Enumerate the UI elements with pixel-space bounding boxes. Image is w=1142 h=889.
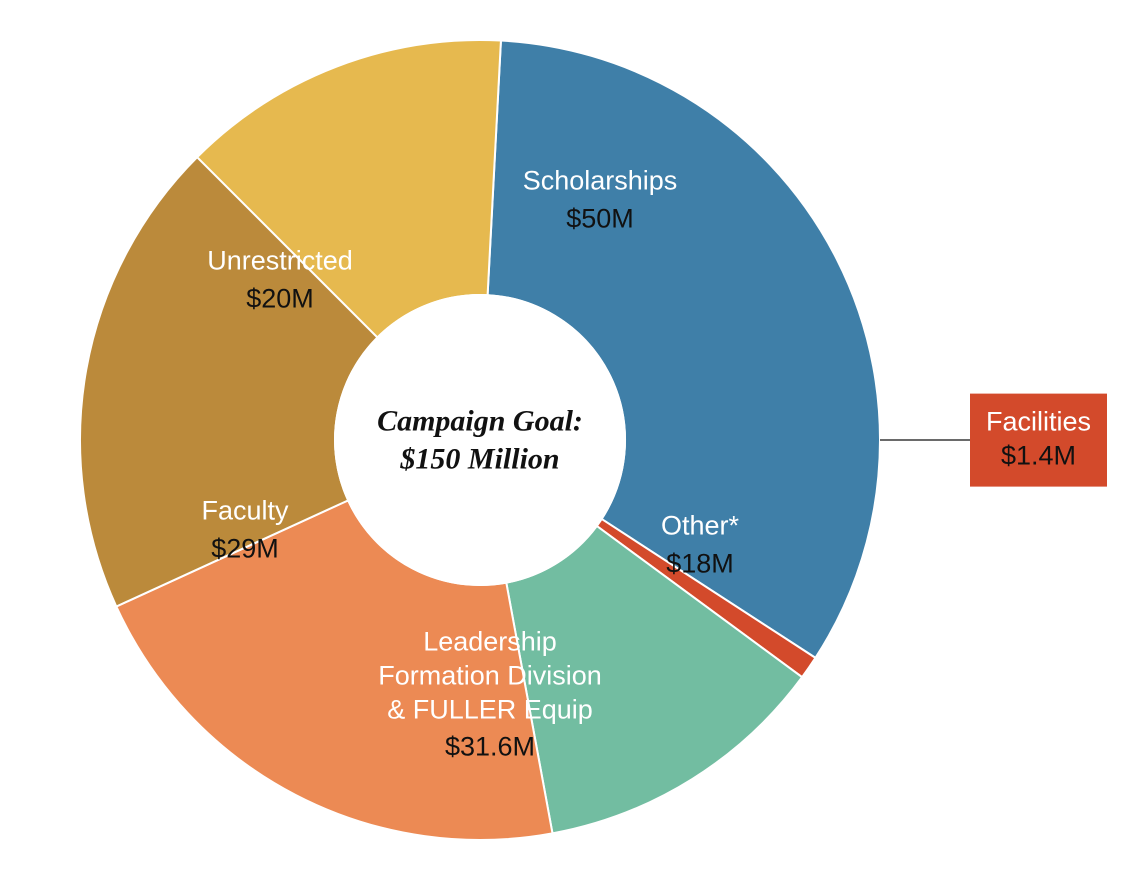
slice-name-leadership: Leadership Formation Division & FULLER E…: [378, 626, 602, 727]
slice-label-faculty: Faculty $29M: [201, 494, 288, 566]
slice-value-other: $18M: [661, 547, 739, 581]
donut-chart: Campaign Goal: $150 Million Scholarships…: [0, 0, 1142, 889]
slice-value-unrestricted: $20M: [207, 282, 353, 316]
slice-name-other: Other*: [661, 509, 739, 543]
callout-facilities: Facilities$1.4M: [970, 394, 1107, 487]
slice-name-faculty: Faculty: [201, 494, 288, 528]
slice-value-faculty: $29M: [201, 532, 288, 566]
slice-name-scholarships: Scholarships: [523, 164, 678, 198]
callout-label-facilities: Facilities: [986, 406, 1091, 438]
center-line1: Campaign Goal:: [377, 403, 583, 441]
center-label: Campaign Goal: $150 Million: [377, 403, 583, 478]
slice-label-scholarships: Scholarships $50M: [523, 164, 678, 236]
slice-name-unrestricted: Unrestricted: [207, 244, 353, 278]
slice-value-scholarships: $50M: [523, 202, 678, 236]
slice-label-leadership: Leadership Formation Division & FULLER E…: [378, 626, 602, 765]
callout-value-facilities: $1.4M: [986, 440, 1091, 472]
slice-value-leadership: $31.6M: [378, 731, 602, 765]
center-line2: $150 Million: [377, 440, 583, 478]
slice-label-unrestricted: Unrestricted $20M: [207, 244, 353, 316]
slice-label-other: Other* $18M: [661, 509, 739, 581]
